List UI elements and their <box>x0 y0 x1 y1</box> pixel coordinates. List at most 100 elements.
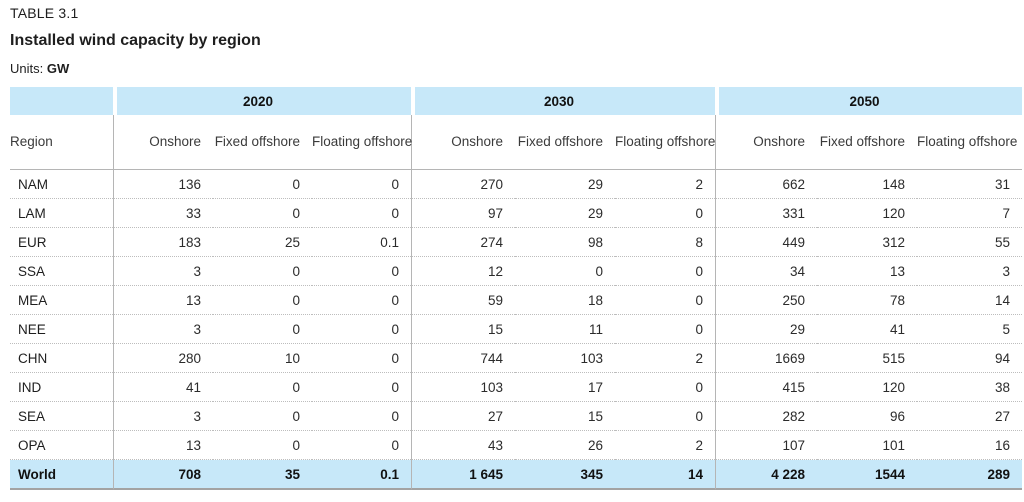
column-header-fixed-offshore-2020: Fixed offshore <box>213 115 312 170</box>
table-row: IND 41 0 0 103 17 0 415 120 38 <box>10 373 1023 402</box>
value-cell: 183 <box>113 228 213 257</box>
value-cell: 744 <box>411 344 516 373</box>
value-cell: 0 <box>615 373 716 402</box>
year-band-2050: 2050 <box>715 87 1023 115</box>
value-cell: 38 <box>917 373 1023 402</box>
column-header-floating-offshore-2030: Floating offshore <box>615 115 715 170</box>
value-cell: 250 <box>715 286 818 315</box>
value-cell: 12 <box>411 257 516 286</box>
world-value-cell: 289 <box>917 460 1023 490</box>
region-cell: CHN <box>10 344 113 373</box>
value-cell: 0 <box>615 315 716 344</box>
column-header-floating-offshore-2020: Floating offshore <box>312 115 412 170</box>
world-value-cell: 1 645 <box>411 460 516 490</box>
value-cell: 55 <box>917 228 1023 257</box>
value-cell: 3 <box>113 315 213 344</box>
column-header-fixed-offshore-2030: Fixed offshore <box>515 115 616 170</box>
region-cell: LAM <box>10 199 113 228</box>
page-title: Installed wind capacity by region <box>10 32 261 49</box>
table-row: MEA 13 0 0 59 18 0 250 78 14 <box>10 286 1023 315</box>
value-cell: 2 <box>615 344 716 373</box>
world-total-row: World 708 35 0.1 1 645 345 14 4 228 1544… <box>10 460 1023 490</box>
units-line: Units: GW <box>10 61 1014 77</box>
value-cell: 0 <box>615 402 716 431</box>
value-cell: 10 <box>213 344 312 373</box>
value-cell: 0 <box>312 402 412 431</box>
value-cell: 282 <box>715 402 818 431</box>
region-cell: SSA <box>10 257 113 286</box>
world-value-cell: 708 <box>113 460 213 490</box>
table-row: LAM 33 0 0 97 29 0 331 120 7 <box>10 199 1023 228</box>
world-value-cell: 1544 <box>817 460 918 490</box>
value-cell: 0 <box>213 170 312 199</box>
value-cell: 120 <box>817 373 918 402</box>
value-cell: 0 <box>312 170 412 199</box>
value-cell: 0 <box>213 315 312 344</box>
column-header-onshore-2030: Onshore <box>411 115 516 170</box>
region-cell: OPA <box>10 431 113 460</box>
value-cell: 0 <box>312 373 412 402</box>
value-cell: 34 <box>715 257 818 286</box>
value-cell: 148 <box>817 170 918 199</box>
value-cell: 0 <box>615 257 716 286</box>
value-cell: 13 <box>113 286 213 315</box>
value-cell: 96 <box>817 402 918 431</box>
value-cell: 0 <box>213 431 312 460</box>
world-value-cell: 35 <box>213 460 312 490</box>
value-cell: 0 <box>213 257 312 286</box>
value-cell: 0 <box>213 199 312 228</box>
value-cell: 27 <box>411 402 516 431</box>
value-cell: 18 <box>515 286 616 315</box>
table-row: SSA 3 0 0 12 0 0 34 13 3 <box>10 257 1023 286</box>
value-cell: 97 <box>411 199 516 228</box>
column-header-fixed-offshore-2050: Fixed offshore <box>817 115 918 170</box>
value-cell: 41 <box>113 373 213 402</box>
value-cell: 0 <box>312 257 412 286</box>
document-page: TABLE 3.1 Installed wind capacity by reg… <box>10 5 1023 490</box>
world-label: World <box>10 460 113 490</box>
value-cell: 312 <box>817 228 918 257</box>
column-header-onshore-2050: Onshore <box>715 115 818 170</box>
value-cell: 0 <box>312 286 412 315</box>
value-cell: 415 <box>715 373 818 402</box>
value-cell: 103 <box>515 344 616 373</box>
table-body: NAM 136 0 0 270 29 2 662 148 31 LAM 33 0 0 97 29 0 331 120… <box>10 170 1023 460</box>
table-row: NAM 136 0 0 270 29 2 662 148 31 <box>10 170 1023 199</box>
column-header-onshore-2020: Onshore <box>113 115 213 170</box>
value-cell: 5 <box>917 315 1023 344</box>
world-value-cell: 0.1 <box>312 460 412 490</box>
units-label: Units: <box>10 61 44 76</box>
value-cell: 8 <box>615 228 716 257</box>
value-cell: 270 <box>411 170 516 199</box>
year-band-2020: 2020 <box>113 87 412 115</box>
value-cell: 0.1 <box>312 228 412 257</box>
table-row: NEE 3 0 0 15 11 0 29 41 5 <box>10 315 1023 344</box>
value-cell: 29 <box>515 170 616 199</box>
value-cell: 0 <box>213 373 312 402</box>
value-cell: 41 <box>817 315 918 344</box>
value-cell: 0 <box>312 315 412 344</box>
value-cell: 11 <box>515 315 616 344</box>
year-band-2030: 2030 <box>411 87 716 115</box>
table-label: TABLE 3.1 <box>10 5 79 21</box>
value-cell: 3 <box>917 257 1023 286</box>
value-cell: 515 <box>817 344 918 373</box>
value-cell: 13 <box>113 431 213 460</box>
value-cell: 25 <box>213 228 312 257</box>
table-row: OPA 13 0 0 43 26 2 107 101 16 <box>10 431 1023 460</box>
value-cell: 331 <box>715 199 818 228</box>
value-cell: 27 <box>917 402 1023 431</box>
value-cell: 101 <box>817 431 918 460</box>
value-cell: 0 <box>312 199 412 228</box>
value-cell: 103 <box>411 373 516 402</box>
wind-capacity-table: 2020 2030 2050 Region Onshore Fixed offs… <box>10 87 1023 490</box>
world-value-cell: 14 <box>615 460 716 490</box>
value-cell: 136 <box>113 170 213 199</box>
value-cell: 3 <box>113 257 213 286</box>
value-cell: 26 <box>515 431 616 460</box>
value-cell: 120 <box>817 199 918 228</box>
region-cell: NEE <box>10 315 113 344</box>
value-cell: 17 <box>515 373 616 402</box>
value-cell: 0 <box>213 286 312 315</box>
table-row: EUR 183 25 0.1 274 98 8 449 312 55 <box>10 228 1023 257</box>
